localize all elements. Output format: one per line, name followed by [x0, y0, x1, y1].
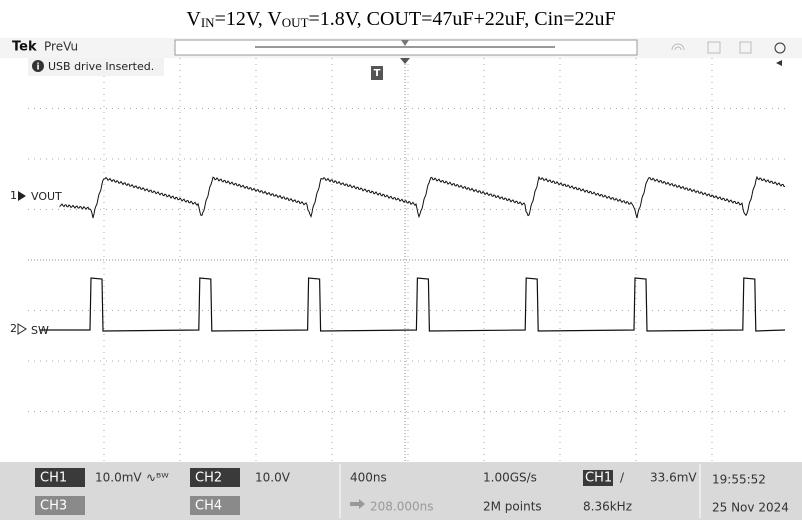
trig-level: 33.6mV — [650, 471, 697, 485]
trigger-arrow — [400, 58, 410, 64]
trig-src-box[interactable] — [583, 470, 613, 486]
title-sub: IN — [201, 15, 215, 30]
ch1-box[interactable] — [35, 468, 85, 487]
info-icon — [32, 60, 44, 72]
ch3-box[interactable] — [35, 496, 85, 515]
ch4-scale: -- — [260, 499, 269, 513]
ch1-scale: 10.0mV — [95, 471, 142, 485]
trigger-marker: T — [374, 68, 381, 79]
bw-icon: ∿ᴮᵂ — [146, 471, 169, 485]
trace-marker — [17, 323, 27, 335]
title: VIN=12V, VOUT=1.8V, COUT=47uF+22uF, Cin=… — [186, 8, 615, 30]
delay-arrow — [350, 499, 365, 509]
notice: USB drive Inserted. — [48, 60, 154, 73]
trace-number: 2 — [10, 322, 17, 335]
clock-time: 19:55:52 — [712, 473, 766, 487]
ch2-scale: 10.0V — [255, 471, 291, 485]
mode: PreVu — [44, 40, 78, 54]
trigger-pos — [401, 40, 409, 46]
notice-bg — [28, 58, 164, 76]
clock-date: 25 Nov 2024 — [712, 501, 789, 515]
ch4-name: CH4 — [195, 499, 222, 514]
vout-trace — [59, 175, 786, 219]
trace-label: SW — [31, 324, 49, 337]
ch1-name: CH1 — [40, 471, 67, 486]
trig-slope: / — [620, 471, 625, 485]
grid — [28, 58, 788, 462]
brand: Tek — [12, 40, 37, 55]
h-delay: 208.000ns — [370, 500, 433, 514]
status-bar — [0, 462, 802, 520]
level-arrow — [776, 60, 782, 66]
h-scale: 400ns — [350, 471, 387, 485]
trigger-marker-bg — [371, 66, 383, 80]
record-length: 2M points — [483, 500, 542, 514]
sample-rate: 1.00GS/s — [483, 471, 537, 485]
ch3-name: CH3 — [40, 499, 67, 514]
trig-source: CH1 — [585, 471, 612, 486]
trace-marker — [18, 191, 26, 201]
title-part: =1.8V, COUT=47uF+22uF, Cin=22uF — [309, 8, 616, 30]
info-i: i — [36, 63, 39, 73]
trig-freq: 8.36kHz — [583, 500, 632, 514]
trace-number: 1 — [10, 189, 17, 202]
title-sub: OUT — [282, 15, 309, 30]
ch4-box[interactable] — [190, 496, 240, 515]
ch3-scale: -- — [105, 499, 114, 513]
icons — [671, 41, 786, 54]
trace-label: VOUT — [31, 190, 62, 203]
sw-trace — [40, 277, 786, 332]
title-part: V — [186, 8, 201, 30]
ch2-name: CH2 — [195, 471, 222, 486]
title-part: =12V, V — [215, 8, 283, 30]
ch2-box[interactable] — [190, 468, 240, 487]
